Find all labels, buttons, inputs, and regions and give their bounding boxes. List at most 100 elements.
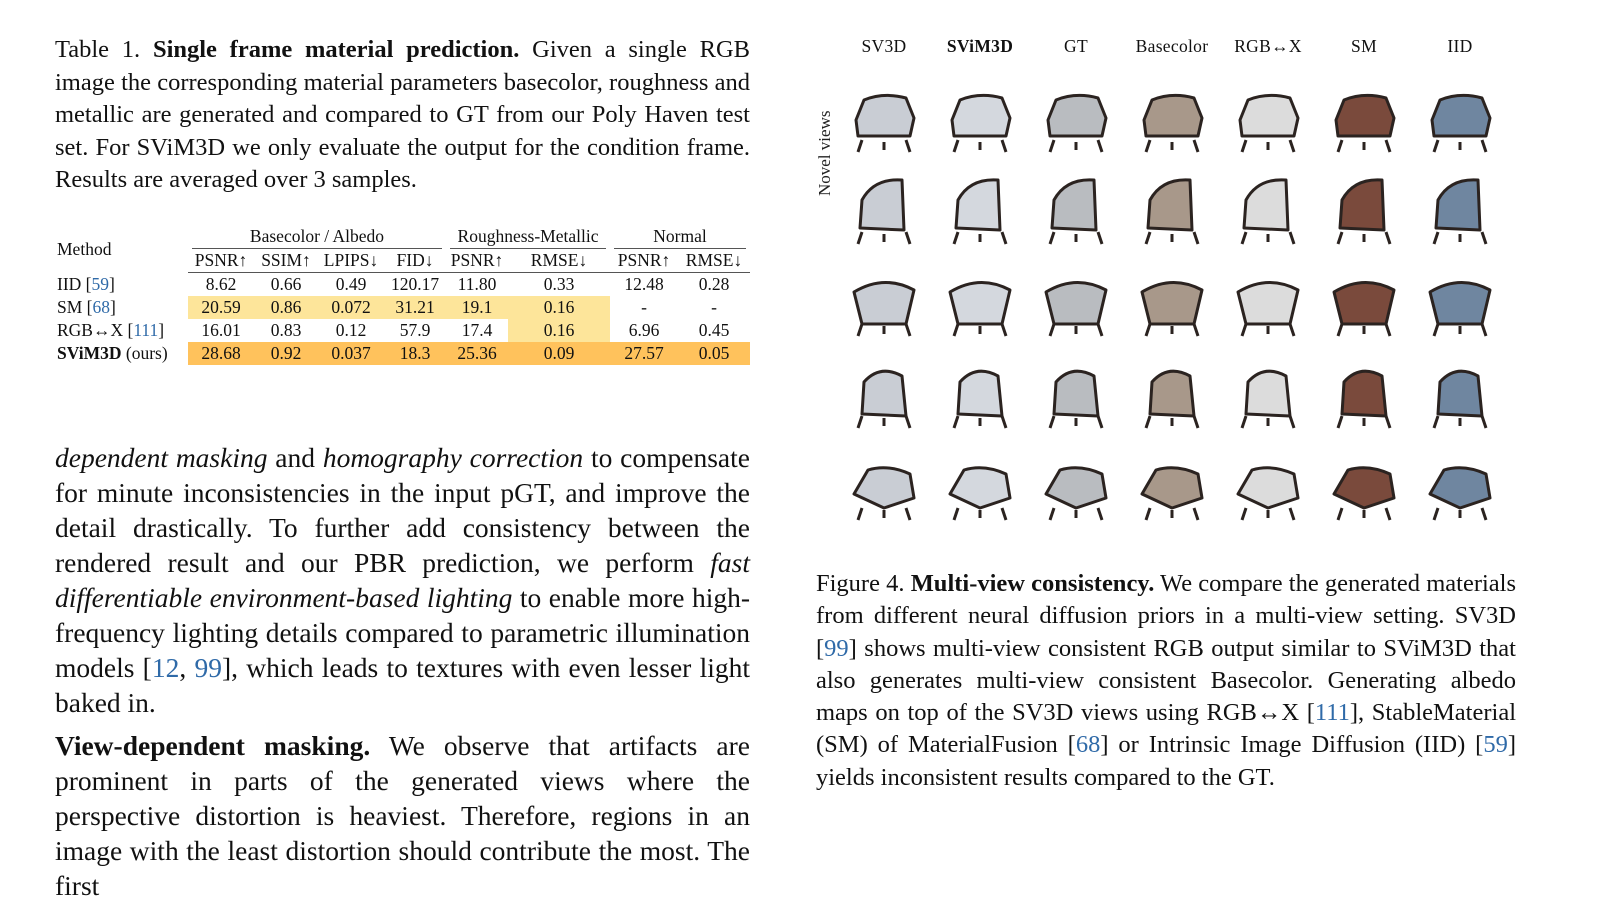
group-roughness-metallic: Roughness-Metallic (450, 226, 606, 249)
table-cell: 0.16 (508, 319, 610, 342)
chair-thumbnail (1228, 446, 1308, 526)
chair-thumbnail (844, 354, 924, 434)
chair-thumbnail (940, 354, 1020, 434)
chair-thumbnail (1324, 170, 1404, 250)
col-header: FID↓ (384, 249, 446, 273)
figure-grid: SV3D SViM3D GT Basecolor RGB↔X SM IID No… (814, 30, 1514, 530)
table-cell: 27.57 (610, 342, 678, 365)
chair-thumbnail (1324, 262, 1404, 342)
chair-thumbnail (1036, 262, 1116, 342)
table-cell: - (641, 297, 647, 317)
col-label: SM (1351, 36, 1377, 56)
row-method: SViM3D (57, 343, 122, 363)
chair-thumbnail (1132, 446, 1212, 526)
col-header: PSNR↑ (446, 249, 508, 273)
chair-thumbnail (1324, 78, 1404, 158)
table-cell: 18.3 (384, 342, 446, 365)
italic-text: homography correction (322, 442, 584, 473)
table-caption: Table 1. Single frame material predictio… (55, 34, 750, 197)
table-row: SViM3D (ours) 28.68 0.92 0.037 18.3 25.3… (55, 342, 750, 365)
chair-thumbnail (1132, 78, 1212, 158)
chair-thumbnail (1132, 262, 1212, 342)
chair-thumbnail (940, 446, 1020, 526)
col-header: PSNR↑ (610, 249, 678, 273)
row-method: IID (57, 273, 82, 294)
text-run: and (267, 442, 323, 473)
citation-link[interactable]: 59 (1483, 731, 1508, 759)
table-cell: 0.05 (678, 342, 750, 365)
text-run: ] yields inconsistent results compared t… (816, 731, 1516, 791)
chair-thumbnail (1228, 262, 1308, 342)
chair-thumbnail (940, 170, 1020, 250)
table-cell: 57.9 (399, 320, 431, 340)
table-row: RGB↔X [111] 16.01 0.83 0.12 57.9 17.4 0.… (55, 319, 750, 342)
table-cell: 0.86 (254, 296, 318, 319)
table-cell: 16.01 (201, 320, 241, 340)
table-cell: 0.33 (543, 274, 575, 294)
col-label: RGB↔X (1234, 36, 1302, 56)
table-cell: 0.83 (270, 320, 302, 340)
table-title: Single frame material prediction. (152, 36, 520, 63)
row-label: Novel views (815, 111, 834, 196)
table-label: Table 1. (55, 36, 141, 63)
chair-thumbnail (844, 446, 924, 526)
chair-thumbnail (1324, 446, 1404, 526)
table-cell: 0.037 (318, 342, 384, 365)
text-run: We compare the generated materials from … (816, 570, 1517, 662)
citation-link[interactable]: 12 (151, 652, 180, 683)
chair-thumbnail (1420, 170, 1500, 250)
chair-thumbnail (940, 78, 1020, 158)
citation-link[interactable]: 68 (92, 297, 111, 317)
citation-link[interactable]: 111 (1314, 699, 1350, 727)
body-text: dependent masking and homography correct… (55, 440, 750, 911)
row-method: SM (57, 297, 83, 317)
citation-link[interactable]: 99 (824, 634, 849, 662)
col-label: SViM3D (946, 36, 1014, 56)
italic-text: fast differentiable environment-based li… (55, 547, 750, 613)
chair-thumbnail (1420, 446, 1500, 526)
citation-link[interactable]: 99 (194, 652, 222, 683)
chair-thumbnail (1324, 354, 1404, 434)
col-label: SV3D (861, 36, 907, 56)
paragraph: dependent masking and homography correct… (55, 440, 750, 720)
col-header: RMSE↓ (508, 249, 610, 273)
citation-link[interactable]: 111 (133, 320, 159, 340)
citation-link[interactable]: 68 (1075, 731, 1101, 759)
chair-thumbnail (1420, 262, 1500, 342)
chair-thumbnail (844, 170, 924, 250)
table-cell: 0.28 (698, 274, 730, 294)
figure-title: Multi-view consistency. (910, 570, 1155, 597)
text-run: to compensate for minute inconsistencies… (55, 442, 750, 578)
col-header: SSIM↑ (254, 249, 318, 273)
citation-link[interactable]: 59 (91, 273, 110, 294)
chair-thumbnail (1228, 354, 1308, 434)
chair-thumbnail (1132, 170, 1212, 250)
svg-text:Novel views: Novel views (815, 111, 834, 196)
chair-thumbnail (1036, 354, 1116, 434)
col-header: RMSE↓ (678, 249, 750, 273)
table-cell: 0.12 (335, 320, 367, 340)
table-cell: 17.4 (461, 320, 493, 340)
col-label: GT (1064, 36, 1088, 56)
chair-thumbnail (1420, 78, 1500, 158)
chair-thumbnail (1228, 78, 1308, 158)
chair-thumbnail (1132, 354, 1212, 434)
section-heading: View-dependent masking. (55, 730, 371, 761)
chair-thumbnail (1420, 354, 1500, 434)
text-run: to enable more high-frequency lighting d… (55, 582, 750, 683)
italic-text: dependent masking (55, 442, 268, 473)
table-row: IID [59] 8.62 0.66 0.49 120.17 11.80 0.3… (55, 273, 750, 297)
row-method: RGB↔X (57, 320, 124, 340)
table-cell: 0.16 (508, 296, 610, 319)
table-cell: 19.1 (446, 296, 508, 319)
table-cell: 20.59 (188, 296, 254, 319)
chair-thumbnail (844, 78, 924, 158)
chair-thumbnail (1036, 446, 1116, 526)
col-header: LPIPS↓ (318, 249, 384, 273)
chair-thumbnail (1036, 78, 1116, 158)
text-run: ], StableMaterial (SM) of MaterialFusion… (816, 699, 1516, 759)
text-run: ], which leads to textures with even les… (55, 652, 750, 718)
table-cell: 25.36 (446, 342, 508, 365)
text-run: ] shows multi-view consistent RGB output… (816, 634, 1516, 727)
results-table: Method Basecolor / Albedo Roughness-Meta… (55, 226, 750, 365)
